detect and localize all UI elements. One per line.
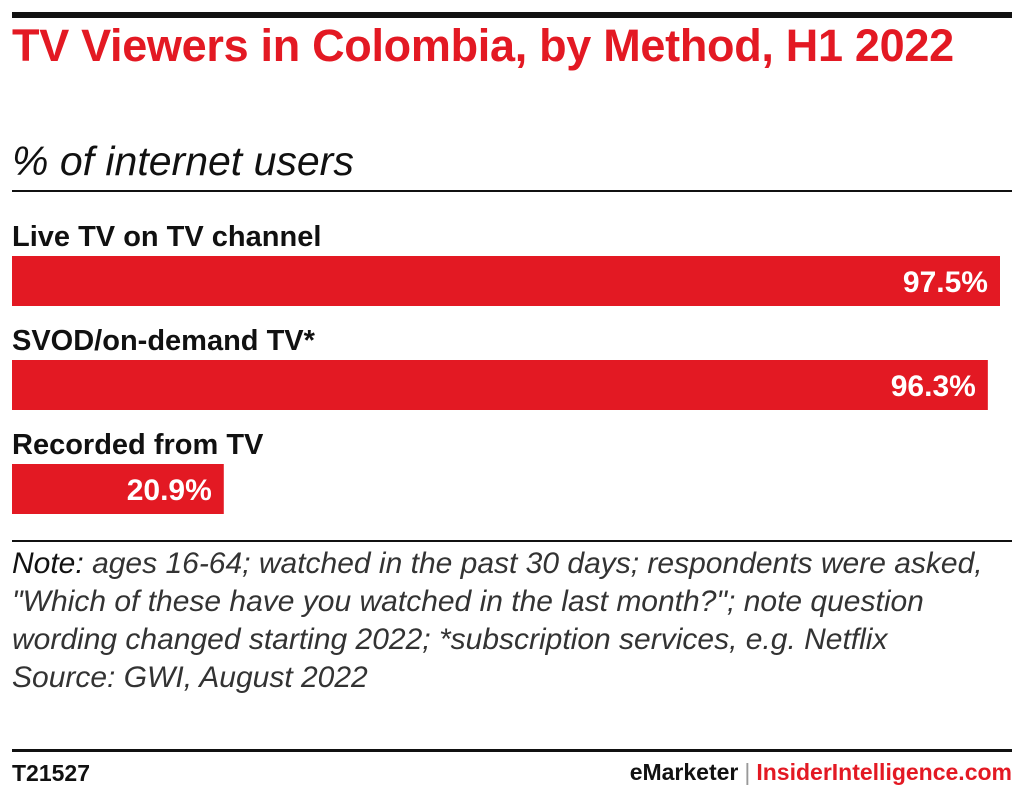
chart-id: T21527 <box>12 760 91 786</box>
note-divider <box>12 540 1012 542</box>
data-label: 96.3% <box>891 370 976 403</box>
bar <box>12 360 988 410</box>
top-rule <box>12 12 1012 18</box>
data-label: 97.5% <box>903 266 988 299</box>
chart-title: TV Viewers in Colombia, by Method, H1 20… <box>12 20 954 71</box>
bar <box>12 256 1000 306</box>
brand-emarketer: eMarketer <box>629 759 739 785</box>
bar <box>12 464 224 514</box>
footer-brand: eMarketer | InsiderIntelligence.com <box>630 759 1012 786</box>
footer-divider <box>12 749 1012 752</box>
bar-chart: Live TV on TV channel 97.5% SVOD/on-demand… <box>12 221 1000 514</box>
category-label: Live TV on TV channel <box>12 221 321 253</box>
note-source: Source: GWI, August 2022 <box>12 661 368 694</box>
header-divider <box>12 190 1012 192</box>
note-text: ages 16-64; watched in the past 30 days;… <box>12 547 983 656</box>
brand-separator: | <box>744 759 751 785</box>
category-label: SVOD/on-demand TV* <box>12 325 316 357</box>
note-lead: Note: <box>12 547 84 580</box>
category-label: Recorded from TV <box>12 429 264 461</box>
data-label: 20.9% <box>127 474 212 507</box>
chart-note: Note: ages 16-64; watched in the past 30… <box>12 545 1012 697</box>
chart-subtitle: % of internet users <box>12 138 354 184</box>
brand-insiderintelligence: InsiderIntelligence.com <box>756 759 1012 785</box>
